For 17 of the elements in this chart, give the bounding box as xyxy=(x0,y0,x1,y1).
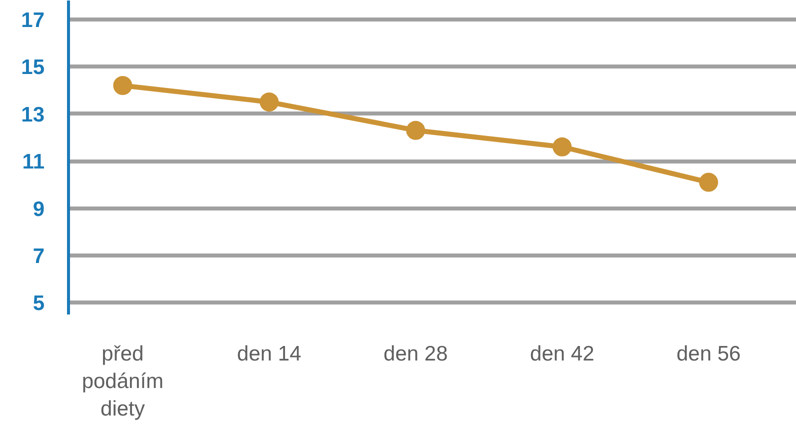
y-tick-label: 11 xyxy=(22,150,45,174)
y-tick-label: 15 xyxy=(21,56,45,80)
y-tick-label: 17 xyxy=(21,8,44,32)
y-tick-label: 7 xyxy=(32,244,45,268)
point xyxy=(552,137,572,156)
point xyxy=(260,92,279,112)
y-tick-label: 13 xyxy=(21,103,44,126)
point xyxy=(406,120,426,140)
x-tick-label: den 28 xyxy=(384,342,448,366)
y-tick-label: 5 xyxy=(32,292,45,316)
x-tick-label: den 42 xyxy=(530,342,594,366)
point xyxy=(113,76,132,95)
x-tick-label: den 56 xyxy=(676,342,741,366)
y-tick-label: 9 xyxy=(32,198,45,221)
x-tick-label: den 14 xyxy=(237,342,302,366)
point xyxy=(699,172,718,192)
x-tick-label: před podáním diety xyxy=(82,342,164,421)
